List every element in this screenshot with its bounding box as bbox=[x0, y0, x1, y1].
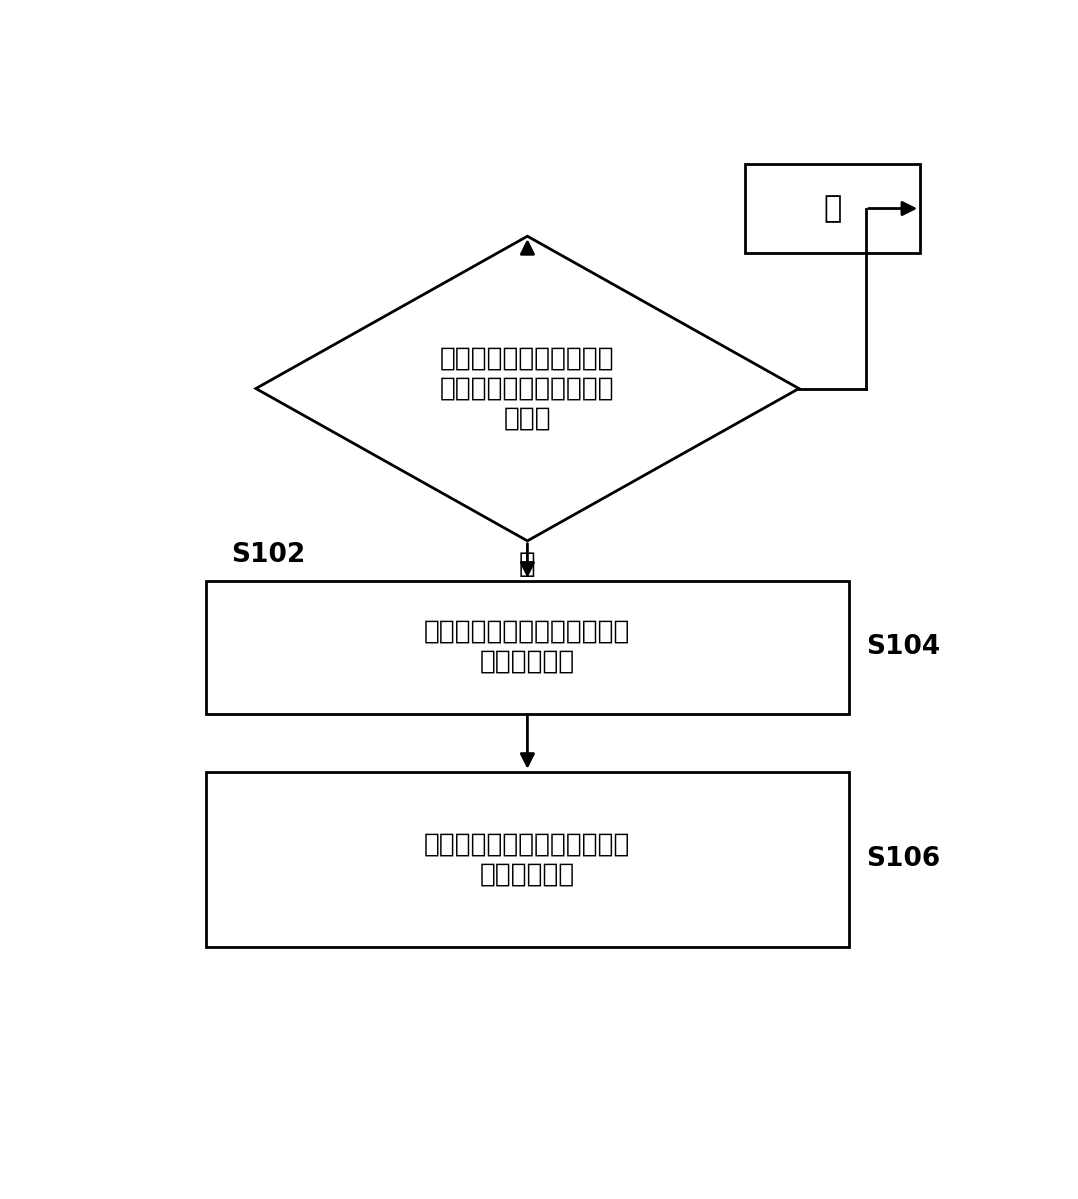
Text: S106: S106 bbox=[866, 846, 940, 873]
Text: 计算柜外温度值与柜内温度值
之间的温度差: 计算柜外温度值与柜内温度值 之间的温度差 bbox=[425, 619, 631, 675]
Text: 是: 是 bbox=[520, 550, 536, 578]
Text: S102: S102 bbox=[231, 542, 305, 567]
Text: 判断各个开关柜柜体内的
空气湿度值是否大于标准
湿度值: 判断各个开关柜柜体内的 空气湿度值是否大于标准 湿度值 bbox=[440, 345, 614, 432]
Text: S104: S104 bbox=[866, 634, 940, 659]
Bar bbox=[745, 164, 921, 253]
Bar bbox=[206, 772, 849, 947]
Text: 当温度差达到凝露温差时生成
凝露产生信号: 当温度差达到凝露温差时生成 凝露产生信号 bbox=[425, 831, 631, 887]
Bar bbox=[206, 580, 849, 713]
Polygon shape bbox=[255, 236, 799, 541]
Text: 是: 是 bbox=[824, 194, 842, 223]
